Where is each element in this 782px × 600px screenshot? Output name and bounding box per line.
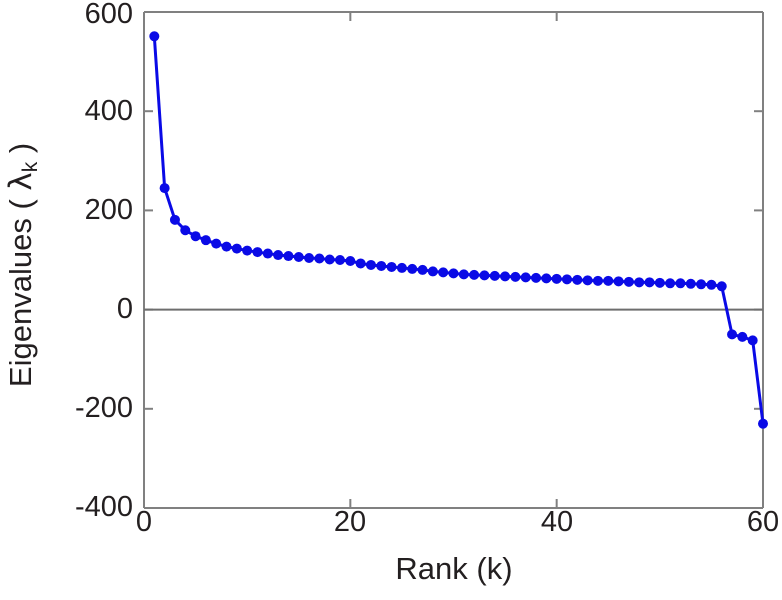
data-point: [716, 281, 727, 292]
data-point: [417, 264, 428, 275]
x-tick-40: 40: [540, 506, 574, 538]
data-point: [706, 279, 717, 290]
data-point: [314, 253, 325, 264]
data-point: [231, 243, 242, 254]
data-point: [159, 183, 170, 194]
data-point: [376, 260, 387, 271]
data-point: [500, 271, 511, 282]
data-point: [293, 252, 304, 263]
eigenvalue-series: [149, 31, 768, 429]
data-point: [252, 247, 263, 258]
data-point: [324, 254, 335, 265]
x-tick-60: 60: [746, 506, 780, 538]
data-point: [221, 241, 232, 252]
data-point: [262, 248, 273, 259]
data-point: [242, 245, 253, 256]
data-point: [407, 263, 418, 274]
series-line-0: [152, 34, 765, 426]
data-point: [479, 270, 490, 281]
x-tick-0: 0: [135, 506, 153, 538]
data-point: [438, 267, 449, 278]
data-point: [634, 277, 645, 288]
data-point: [427, 266, 438, 277]
data-point: [386, 261, 397, 272]
data-point: [561, 274, 572, 285]
data-point: [603, 275, 614, 286]
data-point: [551, 273, 562, 284]
data-point: [489, 270, 500, 281]
data-point: [180, 225, 191, 236]
data-point: [469, 269, 480, 280]
data-point: [747, 335, 758, 346]
data-point: [396, 262, 407, 273]
y-tick-600: 600: [84, 0, 133, 30]
data-point: [510, 271, 521, 282]
data-point: [572, 274, 583, 285]
data-point: [737, 331, 748, 342]
data-point: [541, 273, 552, 284]
data-point: [623, 276, 634, 287]
data-point: [335, 255, 346, 265]
data-point: [520, 272, 531, 283]
x-tick-20: 20: [333, 506, 367, 538]
data-point: [685, 278, 696, 289]
data-point: [531, 272, 542, 283]
data-point: [654, 277, 665, 288]
data-point: [592, 275, 603, 286]
y-tick-neg400: -400: [74, 491, 133, 523]
axis-frame: [143, 11, 764, 509]
data-point: [200, 235, 211, 246]
y-tick-neg200: -200: [74, 392, 133, 424]
data-point: [696, 279, 707, 290]
data-point: [365, 259, 376, 270]
data-point: [727, 329, 738, 340]
data-point: [448, 268, 459, 279]
y-tick-200: 200: [84, 194, 133, 226]
data-point: [758, 418, 768, 429]
data-point: [211, 238, 222, 249]
data-point: [149, 31, 160, 42]
data-point: [665, 278, 676, 289]
data-point: [458, 269, 469, 280]
x-axis-title: Rank (k): [395, 551, 513, 586]
data-point: [355, 258, 366, 269]
data-point: [613, 276, 624, 287]
data-point: [169, 214, 180, 225]
data-point: [273, 250, 284, 261]
data-point: [582, 275, 593, 286]
data-point: [190, 231, 201, 242]
data-point: [304, 253, 315, 264]
data-point: [345, 255, 356, 266]
data-point: [283, 251, 294, 262]
data-point: [644, 277, 655, 288]
y-tick-0: 0: [116, 293, 133, 325]
y-axis-tick-labels: 600 400 200 0 -200 -400: [33, 0, 133, 530]
y-tick-400: 400: [84, 95, 133, 127]
data-point: [675, 278, 686, 289]
